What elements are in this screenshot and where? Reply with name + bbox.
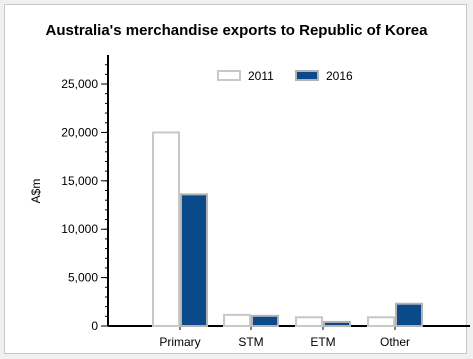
x-axis: Primary STM ETM Other (108, 325, 470, 349)
y-tick-label: 5,000 (68, 271, 98, 285)
bar-2016-stm (251, 314, 279, 327)
bars (152, 131, 423, 328)
x-tick-label: Primary (159, 335, 200, 349)
chart-title: Australia's merchandise exports to Repub… (45, 22, 428, 39)
chart-frame (4, 4, 467, 354)
legend-swatch-2011 (217, 70, 241, 81)
legend-label-2016: 2016 (326, 69, 353, 83)
bar-2011-primary (152, 131, 180, 327)
x-tick-label: STM (238, 335, 263, 349)
legend-label-2011: 2011 (248, 69, 274, 83)
x-tick-label: ETM (310, 335, 335, 349)
bar-2011-etm (295, 316, 323, 327)
x-tick-label: Other (380, 335, 410, 349)
y-axis: 0 5,000 10,000 15,000 20,000 25,000 (61, 55, 109, 333)
bar-2016-other (395, 302, 423, 328)
y-tick-label: 20,000 (61, 125, 98, 139)
y-tick-label: 25,000 (61, 77, 98, 91)
bar-2011-stm (223, 313, 251, 327)
bar-2011-other (367, 316, 395, 327)
bar-2016-etm (323, 320, 351, 327)
bar-2016-primary (180, 193, 208, 327)
y-axis-title: A$m (29, 179, 43, 204)
y-tick-label: 15,000 (61, 174, 98, 188)
y-tick-label: 0 (91, 319, 98, 333)
legend-swatch-2016 (295, 70, 319, 81)
y-tick-label: 10,000 (61, 222, 98, 236)
legend: 2011 2016 (217, 69, 353, 83)
